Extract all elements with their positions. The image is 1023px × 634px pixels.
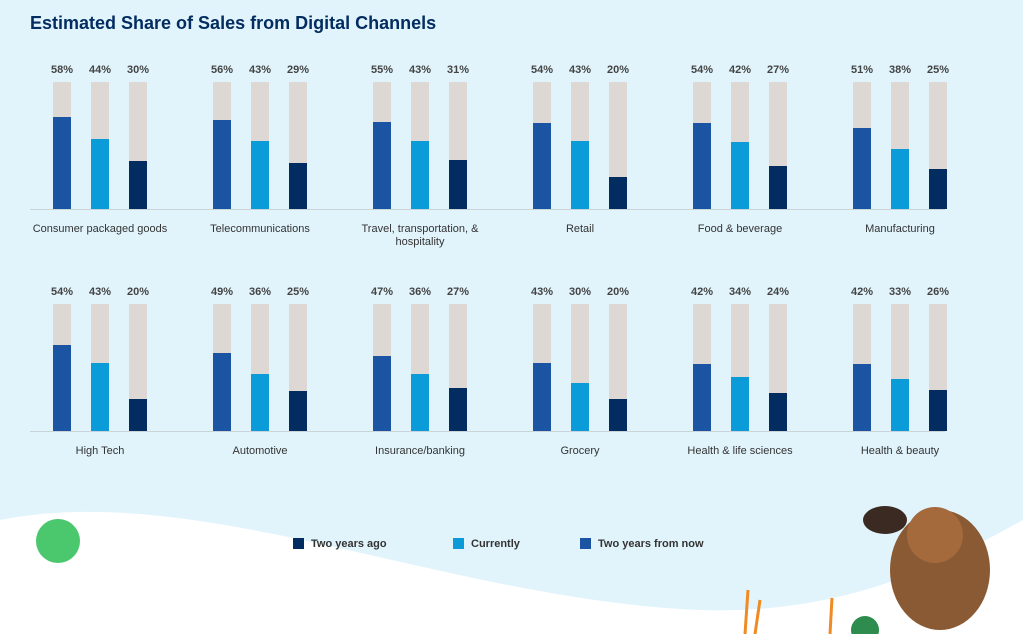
bar: [449, 159, 467, 209]
value-label: 27%: [446, 286, 470, 298]
value-label: 55%: [370, 64, 394, 76]
value-label: 20%: [126, 286, 150, 298]
bar: [853, 128, 871, 209]
value-label: 42%: [728, 64, 752, 76]
bar: [289, 391, 307, 431]
value-label: 26%: [926, 286, 950, 298]
value-label: 51%: [850, 64, 874, 76]
value-label: 25%: [286, 286, 310, 298]
value-label: 34%: [728, 286, 752, 298]
legend-swatch: [580, 538, 591, 549]
bar: [53, 116, 71, 209]
bar: [91, 139, 109, 209]
bar: [251, 373, 269, 431]
bar: [373, 121, 391, 209]
bar: [213, 120, 231, 209]
value-label: 38%: [888, 64, 912, 76]
bar: [91, 362, 109, 431]
bar: [929, 389, 947, 431]
bar: [891, 378, 909, 431]
category-label: Grocery: [560, 445, 600, 457]
bar: [731, 377, 749, 431]
bar: [373, 356, 391, 431]
value-label: 27%: [766, 64, 790, 76]
value-label: 54%: [50, 286, 74, 298]
value-label: 47%: [370, 286, 394, 298]
bar: [571, 383, 589, 431]
category-label: Automotive: [232, 445, 288, 457]
value-label: 56%: [210, 64, 234, 76]
value-label: 58%: [50, 64, 74, 76]
value-label: 44%: [88, 64, 112, 76]
legend-swatch: [453, 538, 464, 549]
value-label: 29%: [286, 64, 310, 76]
legend-swatch: [293, 538, 304, 549]
value-label: 43%: [568, 64, 592, 76]
category-label: Health & life sciences: [687, 445, 793, 457]
bar: [929, 169, 947, 209]
bar: [853, 364, 871, 431]
bar: [411, 140, 429, 209]
bar: [769, 392, 787, 431]
value-label: 43%: [88, 286, 112, 298]
category-label: Food & beverage: [697, 223, 783, 235]
bar: [449, 388, 467, 431]
bar: [129, 399, 147, 431]
bar: [533, 362, 551, 431]
value-label: 36%: [408, 286, 432, 298]
category-label: Travel, transportation, & hospitality: [361, 223, 479, 248]
value-label: 30%: [568, 286, 592, 298]
bar: [891, 148, 909, 209]
category-label: Retail: [565, 223, 595, 235]
bar: [609, 177, 627, 209]
bar: [571, 140, 589, 209]
value-label: 25%: [926, 64, 950, 76]
category-label: Manufacturing: [865, 223, 935, 235]
category-label: High Tech: [75, 445, 125, 457]
bar: [693, 364, 711, 431]
value-label: 43%: [248, 64, 272, 76]
legend-label: Currently: [471, 538, 520, 550]
category-label: Consumer packaged goods: [32, 223, 168, 235]
bar: [289, 162, 307, 209]
value-label: 33%: [888, 286, 912, 298]
value-label: 42%: [850, 286, 874, 298]
category-label: Health & beauty: [860, 445, 940, 457]
bar: [411, 373, 429, 431]
value-label: 36%: [248, 286, 272, 298]
bar: [609, 399, 627, 431]
category-label: Telecommunications: [210, 223, 310, 235]
bar: [533, 123, 551, 209]
value-label: 30%: [126, 64, 150, 76]
value-label: 49%: [210, 286, 234, 298]
value-label: 24%: [766, 286, 790, 298]
bar: [731, 142, 749, 209]
value-label: 20%: [606, 64, 630, 76]
bar: [213, 353, 231, 431]
value-label: 43%: [408, 64, 432, 76]
chart-title: Estimated Share of Sales from Digital Ch…: [30, 13, 437, 33]
baseline: [30, 209, 945, 210]
category-label: Insurance/banking: [375, 445, 465, 457]
value-label: 43%: [530, 286, 554, 298]
bar: [53, 345, 71, 431]
bar: [251, 140, 269, 209]
bar: [769, 166, 787, 209]
legend-label: Two years ago: [311, 538, 387, 550]
value-label: 42%: [690, 286, 714, 298]
value-label: 31%: [446, 64, 470, 76]
value-label: 20%: [606, 286, 630, 298]
bar: [129, 161, 147, 209]
value-label: 54%: [690, 64, 714, 76]
legend-label: Two years from now: [598, 538, 704, 550]
bar: [693, 123, 711, 209]
baseline: [30, 431, 945, 432]
value-label: 54%: [530, 64, 554, 76]
